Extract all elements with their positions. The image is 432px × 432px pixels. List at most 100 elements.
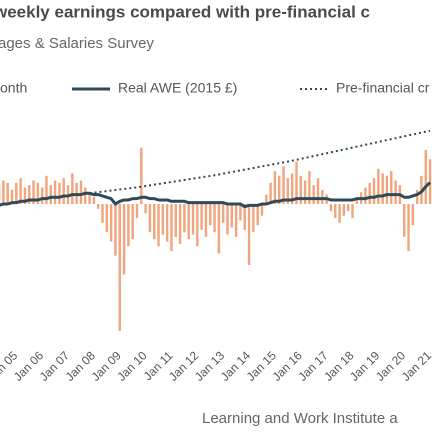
bar [260, 204, 264, 216]
bar [122, 204, 126, 275]
bar [234, 204, 238, 237]
bar [36, 182, 40, 204]
bar [127, 204, 130, 247]
bar [153, 204, 156, 240]
chart-subtitle: ages & Salaries Survey [0, 35, 154, 52]
bar [407, 204, 410, 251]
bar [303, 180, 307, 204]
bar [10, 189, 14, 204]
bar [221, 204, 225, 223]
bar [308, 171, 311, 204]
bar [187, 204, 190, 240]
bar [23, 187, 27, 204]
bar [140, 147, 143, 204]
bar [368, 182, 371, 204]
x-tick-label: Jan 10 [114, 348, 150, 384]
bar [411, 204, 415, 226]
bar [247, 204, 251, 266]
bar [364, 187, 367, 204]
bar [372, 178, 376, 204]
bar [114, 204, 117, 256]
x-tick-label: Jan 21 [399, 348, 432, 384]
bar [28, 185, 31, 204]
legend-label: Real AWE (2015 £) [118, 80, 237, 96]
bar [118, 204, 121, 331]
bar [97, 204, 100, 209]
bar [269, 182, 272, 204]
bar [316, 178, 320, 204]
bar [204, 204, 208, 237]
bar [2, 180, 5, 204]
bar [49, 185, 52, 204]
legend-label: Pre-financial cr [336, 80, 430, 96]
bar [381, 173, 384, 204]
bar [226, 204, 229, 235]
bar [53, 180, 57, 204]
bar [385, 175, 389, 204]
bar [290, 173, 294, 204]
bar [351, 204, 354, 219]
bar [148, 204, 152, 233]
bar [394, 180, 397, 204]
bar [286, 178, 290, 204]
source: Learning and Work Institute a [202, 410, 398, 427]
bar [321, 189, 324, 204]
bar [105, 204, 109, 233]
bar [346, 204, 350, 212]
bar [101, 204, 104, 223]
bar [312, 185, 315, 204]
bar [109, 204, 113, 242]
bar [424, 149, 427, 204]
bar [239, 204, 242, 221]
bar [191, 204, 195, 235]
bar [19, 178, 22, 204]
bar [32, 180, 35, 204]
bar [329, 204, 333, 212]
bar [58, 182, 61, 204]
bar [88, 192, 91, 204]
bar [144, 204, 147, 214]
bar [230, 204, 234, 228]
bar [45, 175, 48, 204]
bar [157, 204, 160, 247]
bar [165, 204, 169, 242]
bar [428, 159, 432, 204]
bar [170, 204, 173, 251]
bar [217, 204, 221, 254]
bar [200, 204, 203, 230]
bar [295, 161, 298, 204]
bar [135, 204, 139, 219]
bar [243, 204, 246, 230]
bar [6, 182, 9, 204]
bar [256, 204, 259, 226]
bar [196, 204, 199, 247]
bar [15, 182, 18, 204]
bar [84, 187, 87, 204]
bar [342, 204, 346, 216]
bar [62, 178, 65, 204]
line [0, 181, 432, 209]
bar [161, 204, 165, 235]
bar [79, 180, 83, 204]
bar [209, 204, 212, 226]
bar [174, 204, 177, 237]
bar [377, 168, 380, 204]
bar [355, 199, 358, 204]
bar [273, 171, 277, 204]
bar [390, 171, 393, 204]
bar [40, 187, 44, 204]
bar [71, 173, 74, 204]
bar [183, 204, 186, 233]
bar [415, 189, 419, 204]
bar [252, 204, 255, 233]
bar [338, 204, 341, 223]
chart-title: weekly earnings compared with pre-financ… [0, 2, 370, 21]
legend-label: onth [0, 80, 27, 96]
bar [334, 204, 337, 219]
bar [278, 175, 281, 204]
bar [131, 204, 134, 240]
bar [282, 166, 285, 204]
bar [265, 194, 268, 204]
bar [213, 204, 216, 233]
